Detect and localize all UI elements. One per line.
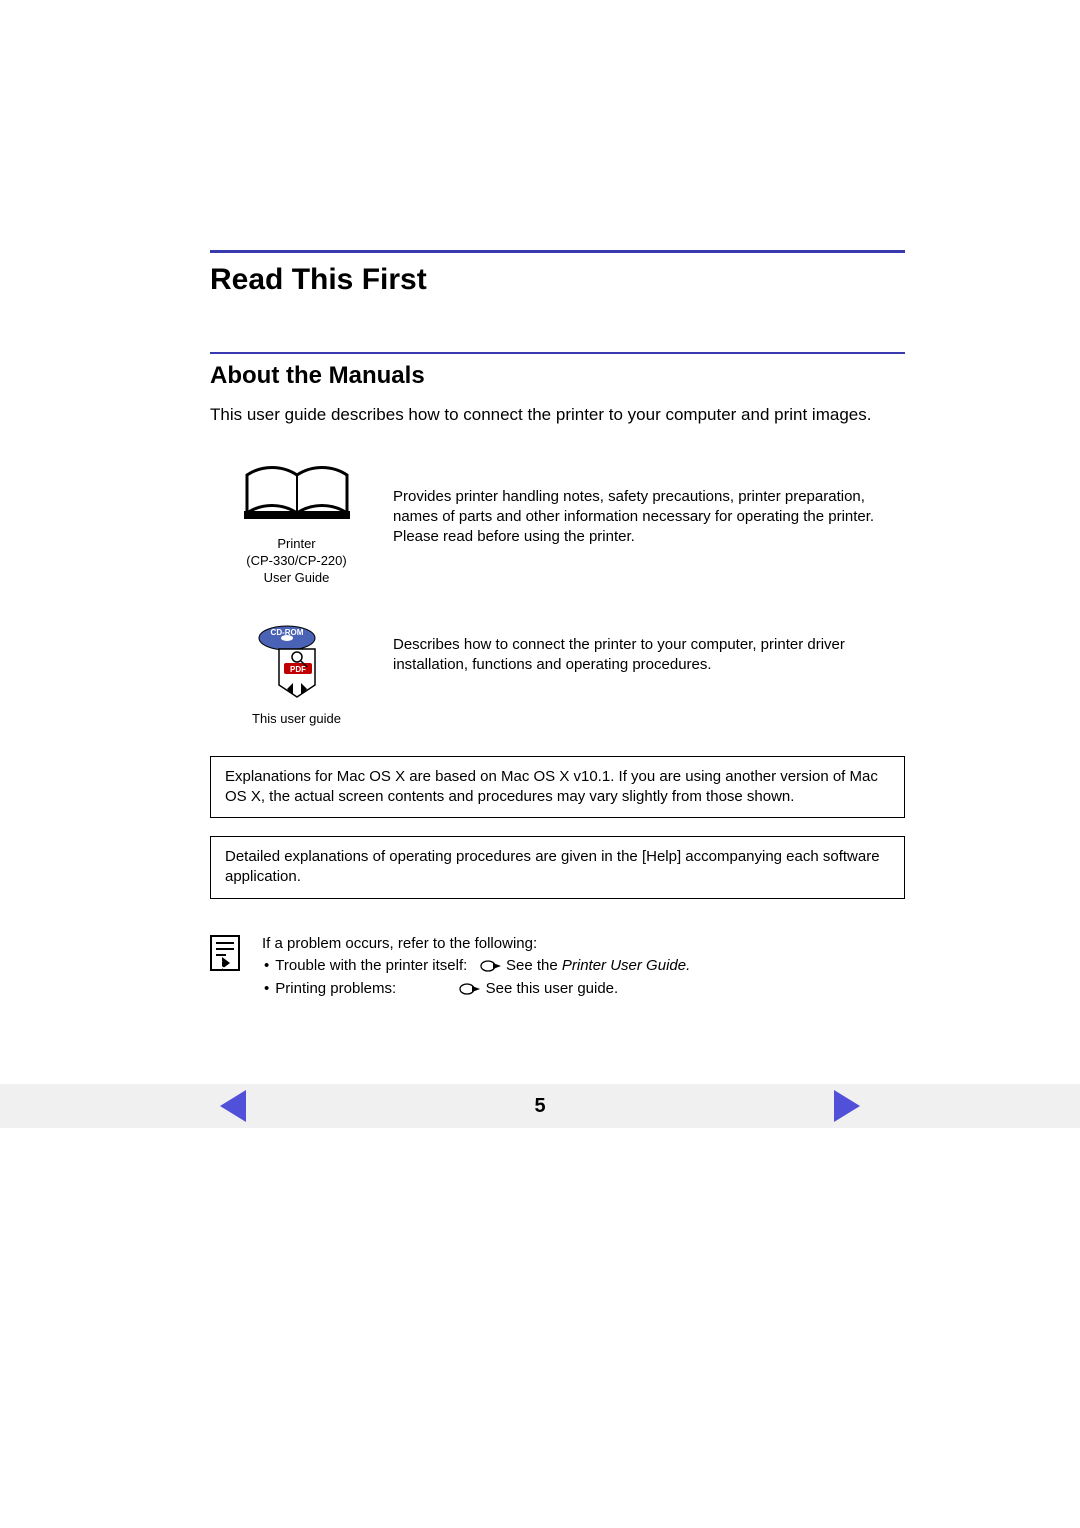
bullet-dot: • (264, 955, 269, 978)
caption-line: (CP-330/CP-220) (228, 553, 365, 570)
caption-line: Printer (228, 536, 365, 553)
note-box-macos: Explanations for Mac OS X are based on M… (210, 756, 905, 819)
manual-caption: This user guide (228, 711, 365, 728)
note-sheet-icon (210, 935, 240, 971)
caption-line: This user guide (228, 711, 365, 728)
cdrom-pdf-icon: CD-ROM PDF (257, 625, 337, 700)
section-title: About the Manuals (210, 362, 905, 390)
manual-icon-col: CD-ROM PDF This user guide (210, 625, 365, 728)
pointer-icon (459, 982, 481, 996)
cd-label: CD-ROM (270, 628, 303, 637)
troubleshoot-row: • Printing problems: See this user guide… (264, 978, 905, 1001)
trouble-ref-italic: Printer User Guide. (562, 957, 690, 974)
page-nav-bar: 5 (0, 1084, 1080, 1128)
caption-line: User Guide (228, 570, 365, 587)
manual-icon-col: Printer (CP-330/CP-220) User Guide (210, 465, 365, 587)
manual-item-printer-guide: Printer (CP-330/CP-220) User Guide Provi… (210, 465, 905, 587)
top-rule (210, 250, 905, 253)
troubleshoot-lead: If a problem occurs, refer to the follow… (262, 933, 905, 956)
trouble-label: Printing problems: (275, 978, 455, 1001)
manual-description: Describes how to connect the printer to … (393, 625, 905, 676)
intro-paragraph: This user guide describes how to connect… (210, 404, 905, 427)
manual-caption: Printer (CP-330/CP-220) User Guide (228, 536, 365, 587)
trouble-label: Trouble with the printer itself: (275, 957, 467, 974)
trouble-ref: See this user guide. (486, 980, 619, 997)
trouble-ref: See the (506, 957, 562, 974)
pointer-icon (480, 959, 502, 973)
troubleshoot-text: If a problem occurs, refer to the follow… (262, 933, 905, 1001)
document-page: Read This First About the Manuals This u… (0, 0, 1080, 1528)
troubleshoot-block: If a problem occurs, refer to the follow… (210, 933, 905, 1001)
open-book-icon (242, 465, 352, 525)
manual-description: Provides printer handling notes, safety … (393, 465, 905, 548)
note-box-help: Detailed explanations of operating proce… (210, 836, 905, 899)
next-page-arrow-icon[interactable] (834, 1090, 860, 1122)
pdf-label: PDF (290, 665, 306, 674)
bullet-dot: • (264, 978, 269, 1001)
prev-page-arrow-icon[interactable] (220, 1090, 246, 1122)
page-title: Read This First (210, 263, 427, 297)
troubleshoot-row: • Trouble with the printer itself: See t… (264, 955, 905, 978)
section-rule (210, 352, 905, 354)
tip-icon-col (210, 933, 244, 1001)
manual-item-this-guide: CD-ROM PDF This user guide Describes how… (210, 625, 905, 728)
page-number: 5 (534, 1095, 545, 1118)
